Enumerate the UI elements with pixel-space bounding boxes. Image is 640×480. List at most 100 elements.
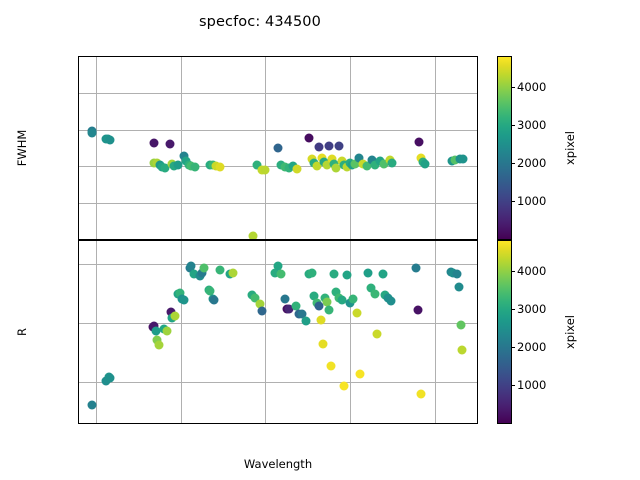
gridline-vertical [95, 241, 97, 423]
scatter-point [170, 311, 180, 321]
scatter-point [260, 165, 270, 175]
colorbar-tick [511, 125, 515, 127]
colorbar-tick [511, 385, 515, 387]
x-axis-tick [350, 423, 351, 424]
y-axis-tick [78, 382, 79, 383]
scatter-point [304, 133, 314, 143]
scatter-point [324, 141, 334, 151]
scatter-point [87, 400, 97, 410]
scatter-point [456, 320, 466, 330]
scatter-point [252, 160, 262, 170]
gridline-vertical [95, 57, 97, 239]
scatter-point [209, 295, 219, 305]
colorbar-bottom: 1000 2000 3000 4000 [497, 240, 546, 424]
scatter-point [105, 135, 115, 145]
scatter-point [292, 164, 302, 174]
colorbar-tick [511, 347, 515, 349]
scatter-point [457, 345, 467, 355]
figure-title: specfoc: 434500 [199, 14, 321, 30]
colorbar-tick-label: 1000 [517, 194, 547, 209]
scatter-point [154, 340, 164, 350]
scatter-point [248, 231, 258, 239]
scatter-point [372, 329, 382, 339]
x-axis-tick [265, 423, 266, 424]
y-axis-tick [78, 93, 79, 94]
fwhm-plot-panel: 0246810 [78, 56, 478, 240]
scatter-point [416, 389, 426, 399]
y-axis-tick [78, 57, 79, 58]
scatter-point [331, 287, 341, 297]
scatter-point [452, 269, 462, 279]
colorbar-tick [511, 201, 515, 203]
scatter-point [337, 156, 346, 166]
scatter-point [301, 316, 311, 326]
colorbar-tick-label: 3000 [517, 118, 547, 133]
scatter-point [257, 306, 267, 316]
scatter-point [378, 269, 388, 279]
scatter-point [151, 326, 161, 336]
scatter-point [450, 155, 460, 165]
colorbar-bottom-label: xpixel [563, 314, 577, 350]
scatter-point [345, 298, 355, 308]
y-axis-tick [78, 130, 79, 131]
scatter-point [339, 381, 349, 391]
scatter-point [273, 143, 283, 153]
scatter-point [355, 369, 365, 379]
colorbar-tick-label: 2000 [517, 340, 547, 355]
x-axis-tick [435, 423, 436, 424]
gridline-horizontal [79, 202, 477, 204]
gridline-horizontal [79, 381, 477, 383]
scatter-point [334, 141, 344, 151]
scatter-point [322, 297, 332, 307]
scatter-point [420, 159, 430, 169]
scatter-point [276, 269, 286, 279]
scatter-point [152, 335, 162, 345]
scatter-point [165, 139, 175, 149]
y-axis-tick [78, 323, 79, 324]
scatter-point [354, 153, 364, 163]
scatter-point [255, 299, 265, 309]
scatter-point [186, 261, 196, 271]
y-axis-label-r: R [15, 328, 29, 336]
colorbar-top-label: xpixel [563, 130, 577, 166]
scatter-point [105, 373, 115, 383]
scatter-point [175, 288, 185, 298]
y-axis-label-fwhm: FWHM [15, 129, 29, 167]
colorbar-tick-label: 4000 [517, 80, 547, 95]
scatter-point [199, 263, 209, 273]
scatter-point [370, 289, 380, 299]
gridline-horizontal [79, 129, 477, 131]
gridline-vertical [180, 241, 182, 423]
gridline-horizontal [79, 93, 477, 95]
x-axis-label: Wavelength [243, 457, 313, 471]
colorbar-tick-label: 2000 [517, 156, 547, 171]
scatter-point [411, 263, 421, 273]
scatter-point [314, 142, 324, 152]
gridline-vertical [265, 241, 267, 423]
gridline-vertical [349, 57, 351, 239]
gridline-vertical [434, 241, 436, 423]
scatter-point [297, 309, 307, 319]
scatter-point [205, 286, 215, 296]
scatter-point [291, 301, 301, 311]
scatter-point [322, 160, 332, 170]
scatter-point [284, 304, 294, 314]
scatter-point [312, 161, 322, 171]
scatter-point [458, 154, 468, 164]
scatter-point [387, 158, 397, 168]
scatter-point [189, 269, 199, 279]
scatter-point [350, 159, 360, 169]
scatter-point [337, 295, 346, 305]
scatter-point [160, 163, 170, 173]
scatter-point [190, 162, 200, 172]
scatter-point [173, 160, 183, 170]
scatter-point [413, 305, 423, 315]
y-axis-tick [78, 203, 79, 204]
scatter-point [386, 296, 396, 306]
colorbar-tick-label: 1000 [517, 378, 547, 393]
scatter-point [162, 326, 172, 336]
gridline-vertical [180, 57, 182, 239]
gridline-vertical [265, 57, 267, 239]
gridline-vertical [349, 241, 351, 423]
scatter-point [307, 154, 317, 164]
